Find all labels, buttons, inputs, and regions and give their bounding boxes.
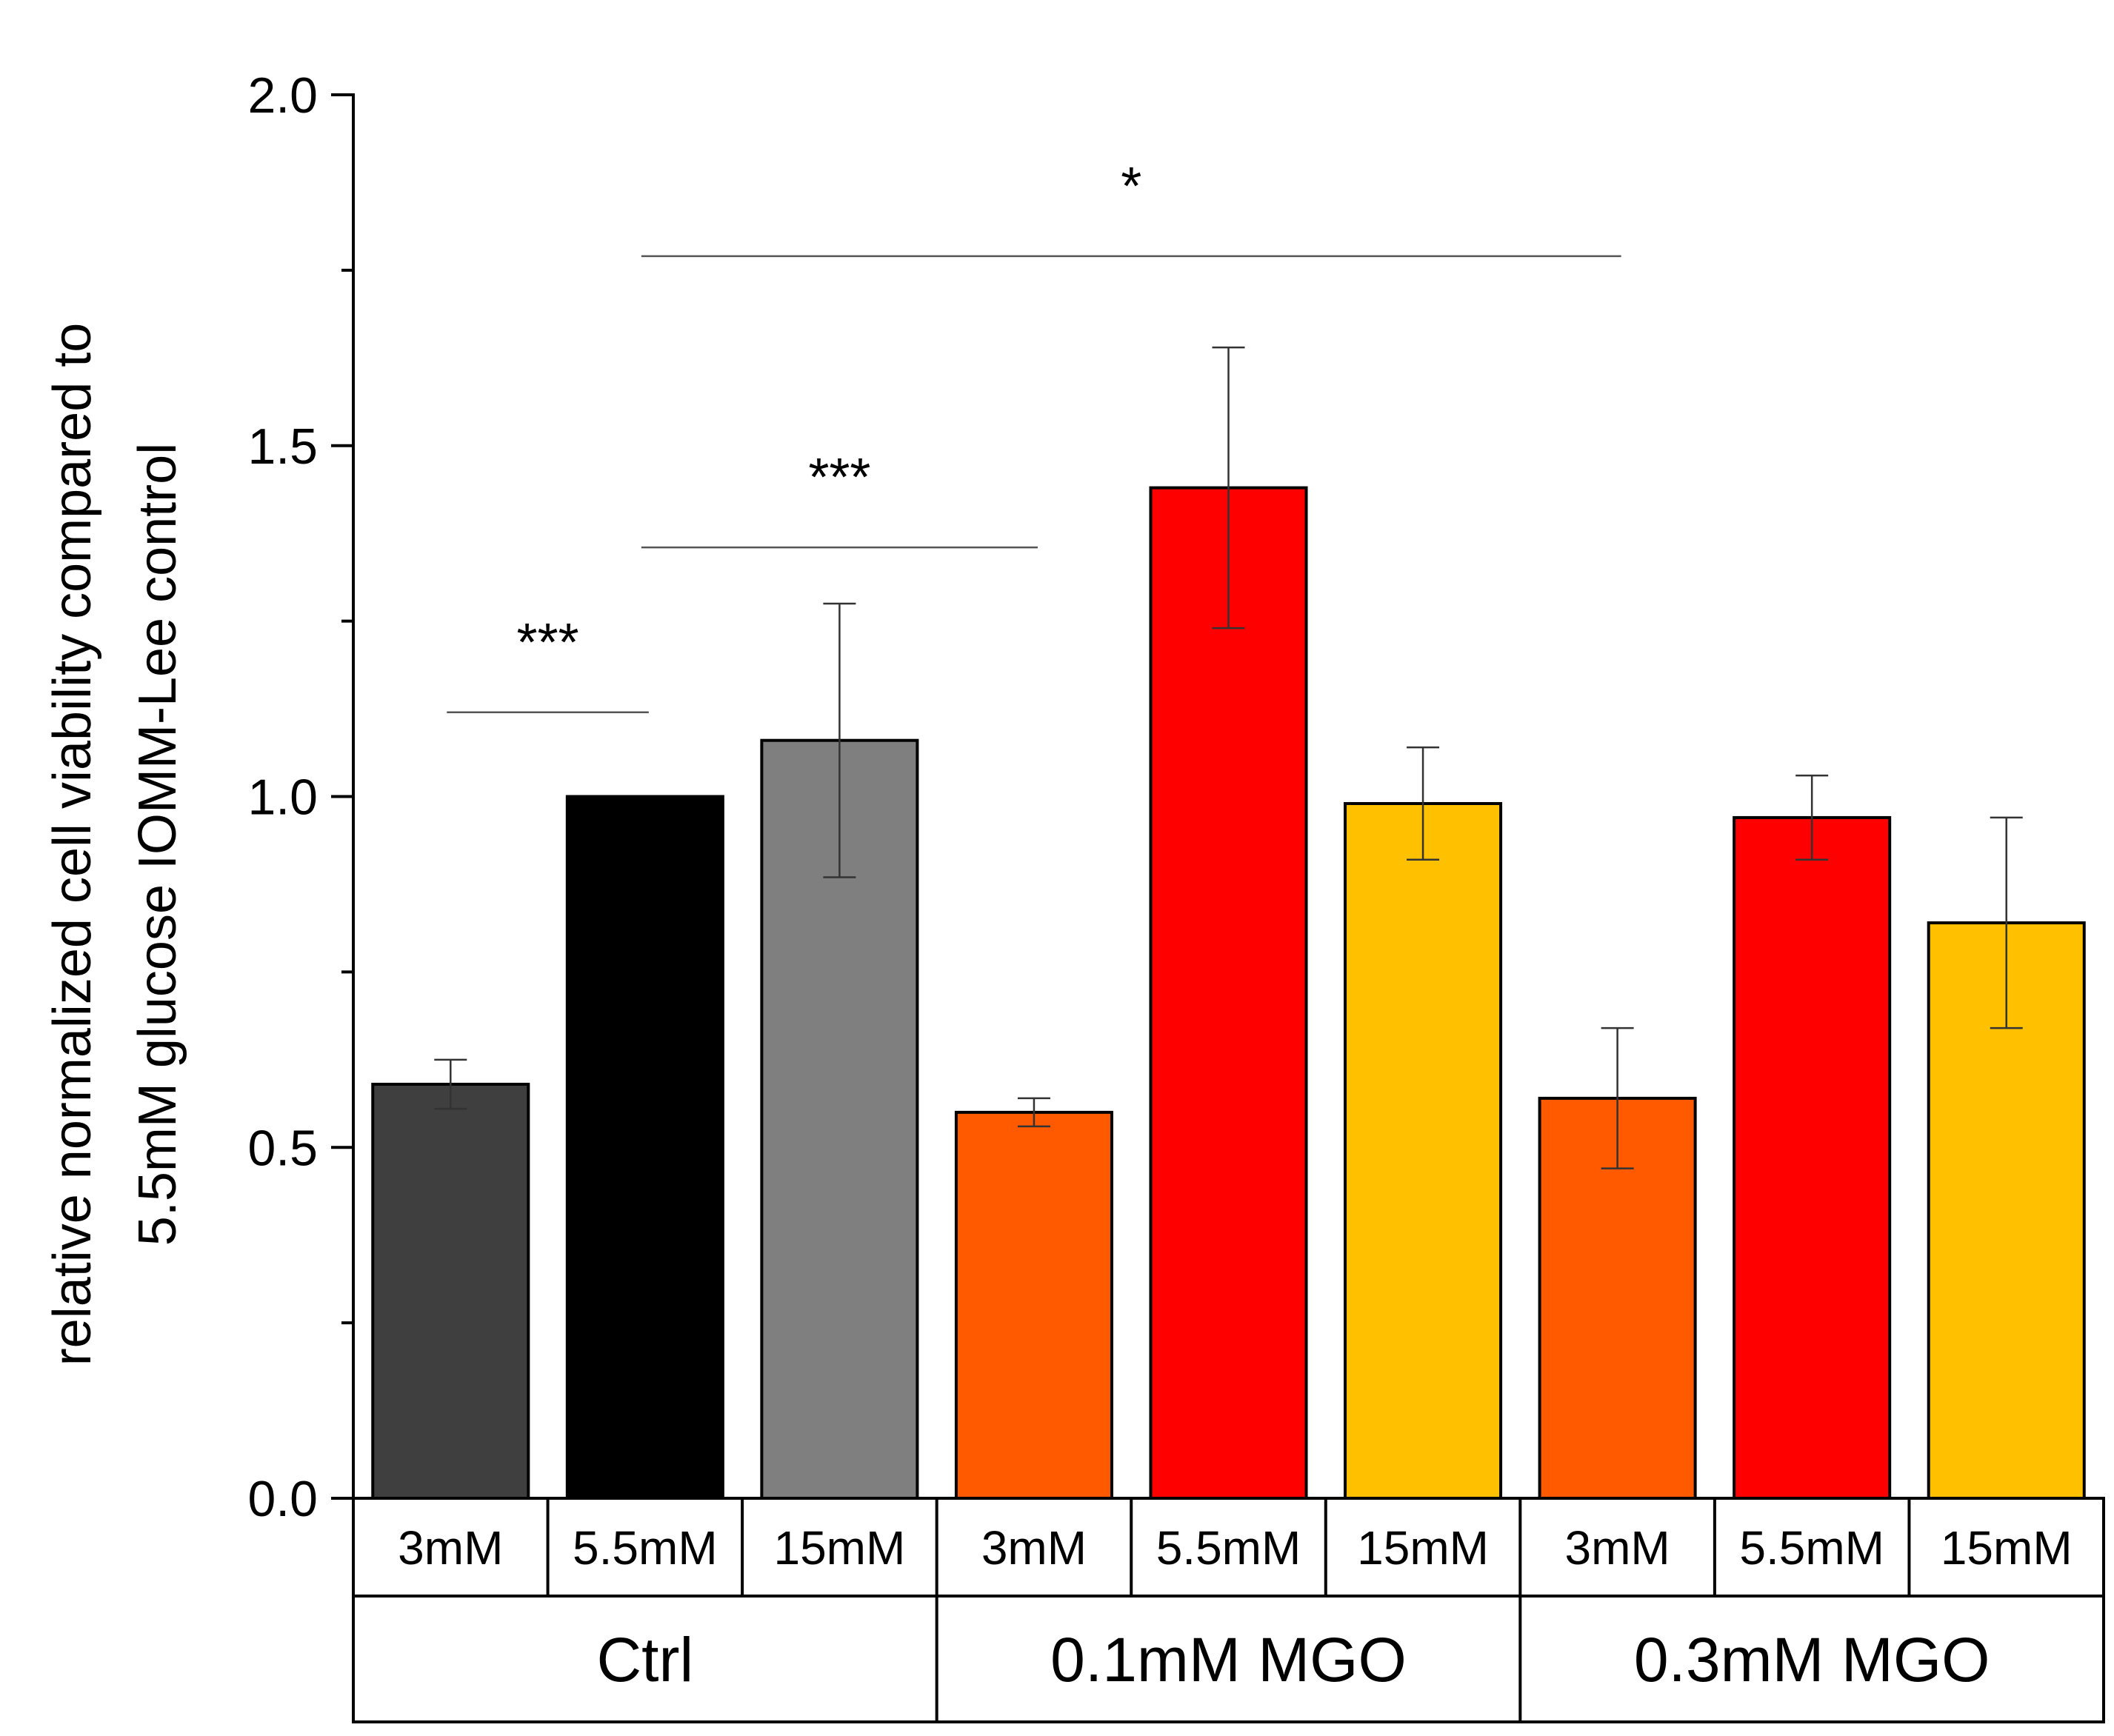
table-border xyxy=(352,1497,2105,1723)
bars xyxy=(371,486,2086,1500)
y-tick-label: 2.0 xyxy=(247,67,318,124)
error-bars xyxy=(434,346,2023,1169)
significance-annotations: ******* xyxy=(447,157,1621,714)
y-tick-label: 0.5 xyxy=(247,1120,318,1176)
bar xyxy=(1733,815,1892,1500)
y-tick-label: 1.0 xyxy=(247,769,318,826)
y-axis-ticks: 0.0 0.5 1.0 1.5 2.0 xyxy=(247,67,353,1527)
y-axis-label-line-2: 5.5mM glucose IOMM-Lee control xyxy=(128,443,187,1246)
category-label: 15mM xyxy=(773,1521,905,1575)
category-table: 3mM 5.5mM 15mM 3mM 5.5mM 15mM 3mM 5.5mM 15mM Ctrl… xyxy=(352,1497,2105,1723)
group-label: Ctrl xyxy=(597,1625,694,1695)
significance-label: *** xyxy=(517,613,579,672)
category-label: 5.5mM xyxy=(1739,1521,1884,1575)
category-label: 3mM xyxy=(981,1521,1087,1575)
bar xyxy=(565,795,724,1500)
category-label: 15mM xyxy=(1941,1521,2073,1575)
group-label: 0.3mM MGO xyxy=(1634,1625,1990,1695)
category-label: 5.5mM xyxy=(573,1521,718,1575)
y-tick-label: 1.5 xyxy=(247,418,318,475)
bar xyxy=(1149,486,1308,1500)
category-label: 5.5mM xyxy=(1156,1521,1301,1575)
bar xyxy=(371,1082,530,1500)
category-label: 15mM xyxy=(1357,1521,1489,1575)
significance-label: *** xyxy=(808,448,870,507)
bar xyxy=(954,1110,1113,1500)
category-label: 3mM xyxy=(1565,1521,1670,1575)
category-label: 3mM xyxy=(398,1521,503,1575)
group-label: 0.1mM MGO xyxy=(1050,1625,1407,1695)
y-axis-label-line-1: relative normalized cell viability compa… xyxy=(43,323,102,1366)
significance-label: * xyxy=(1121,157,1141,216)
y-tick-label: 0.0 xyxy=(247,1471,318,1527)
bar xyxy=(1344,801,1503,1500)
